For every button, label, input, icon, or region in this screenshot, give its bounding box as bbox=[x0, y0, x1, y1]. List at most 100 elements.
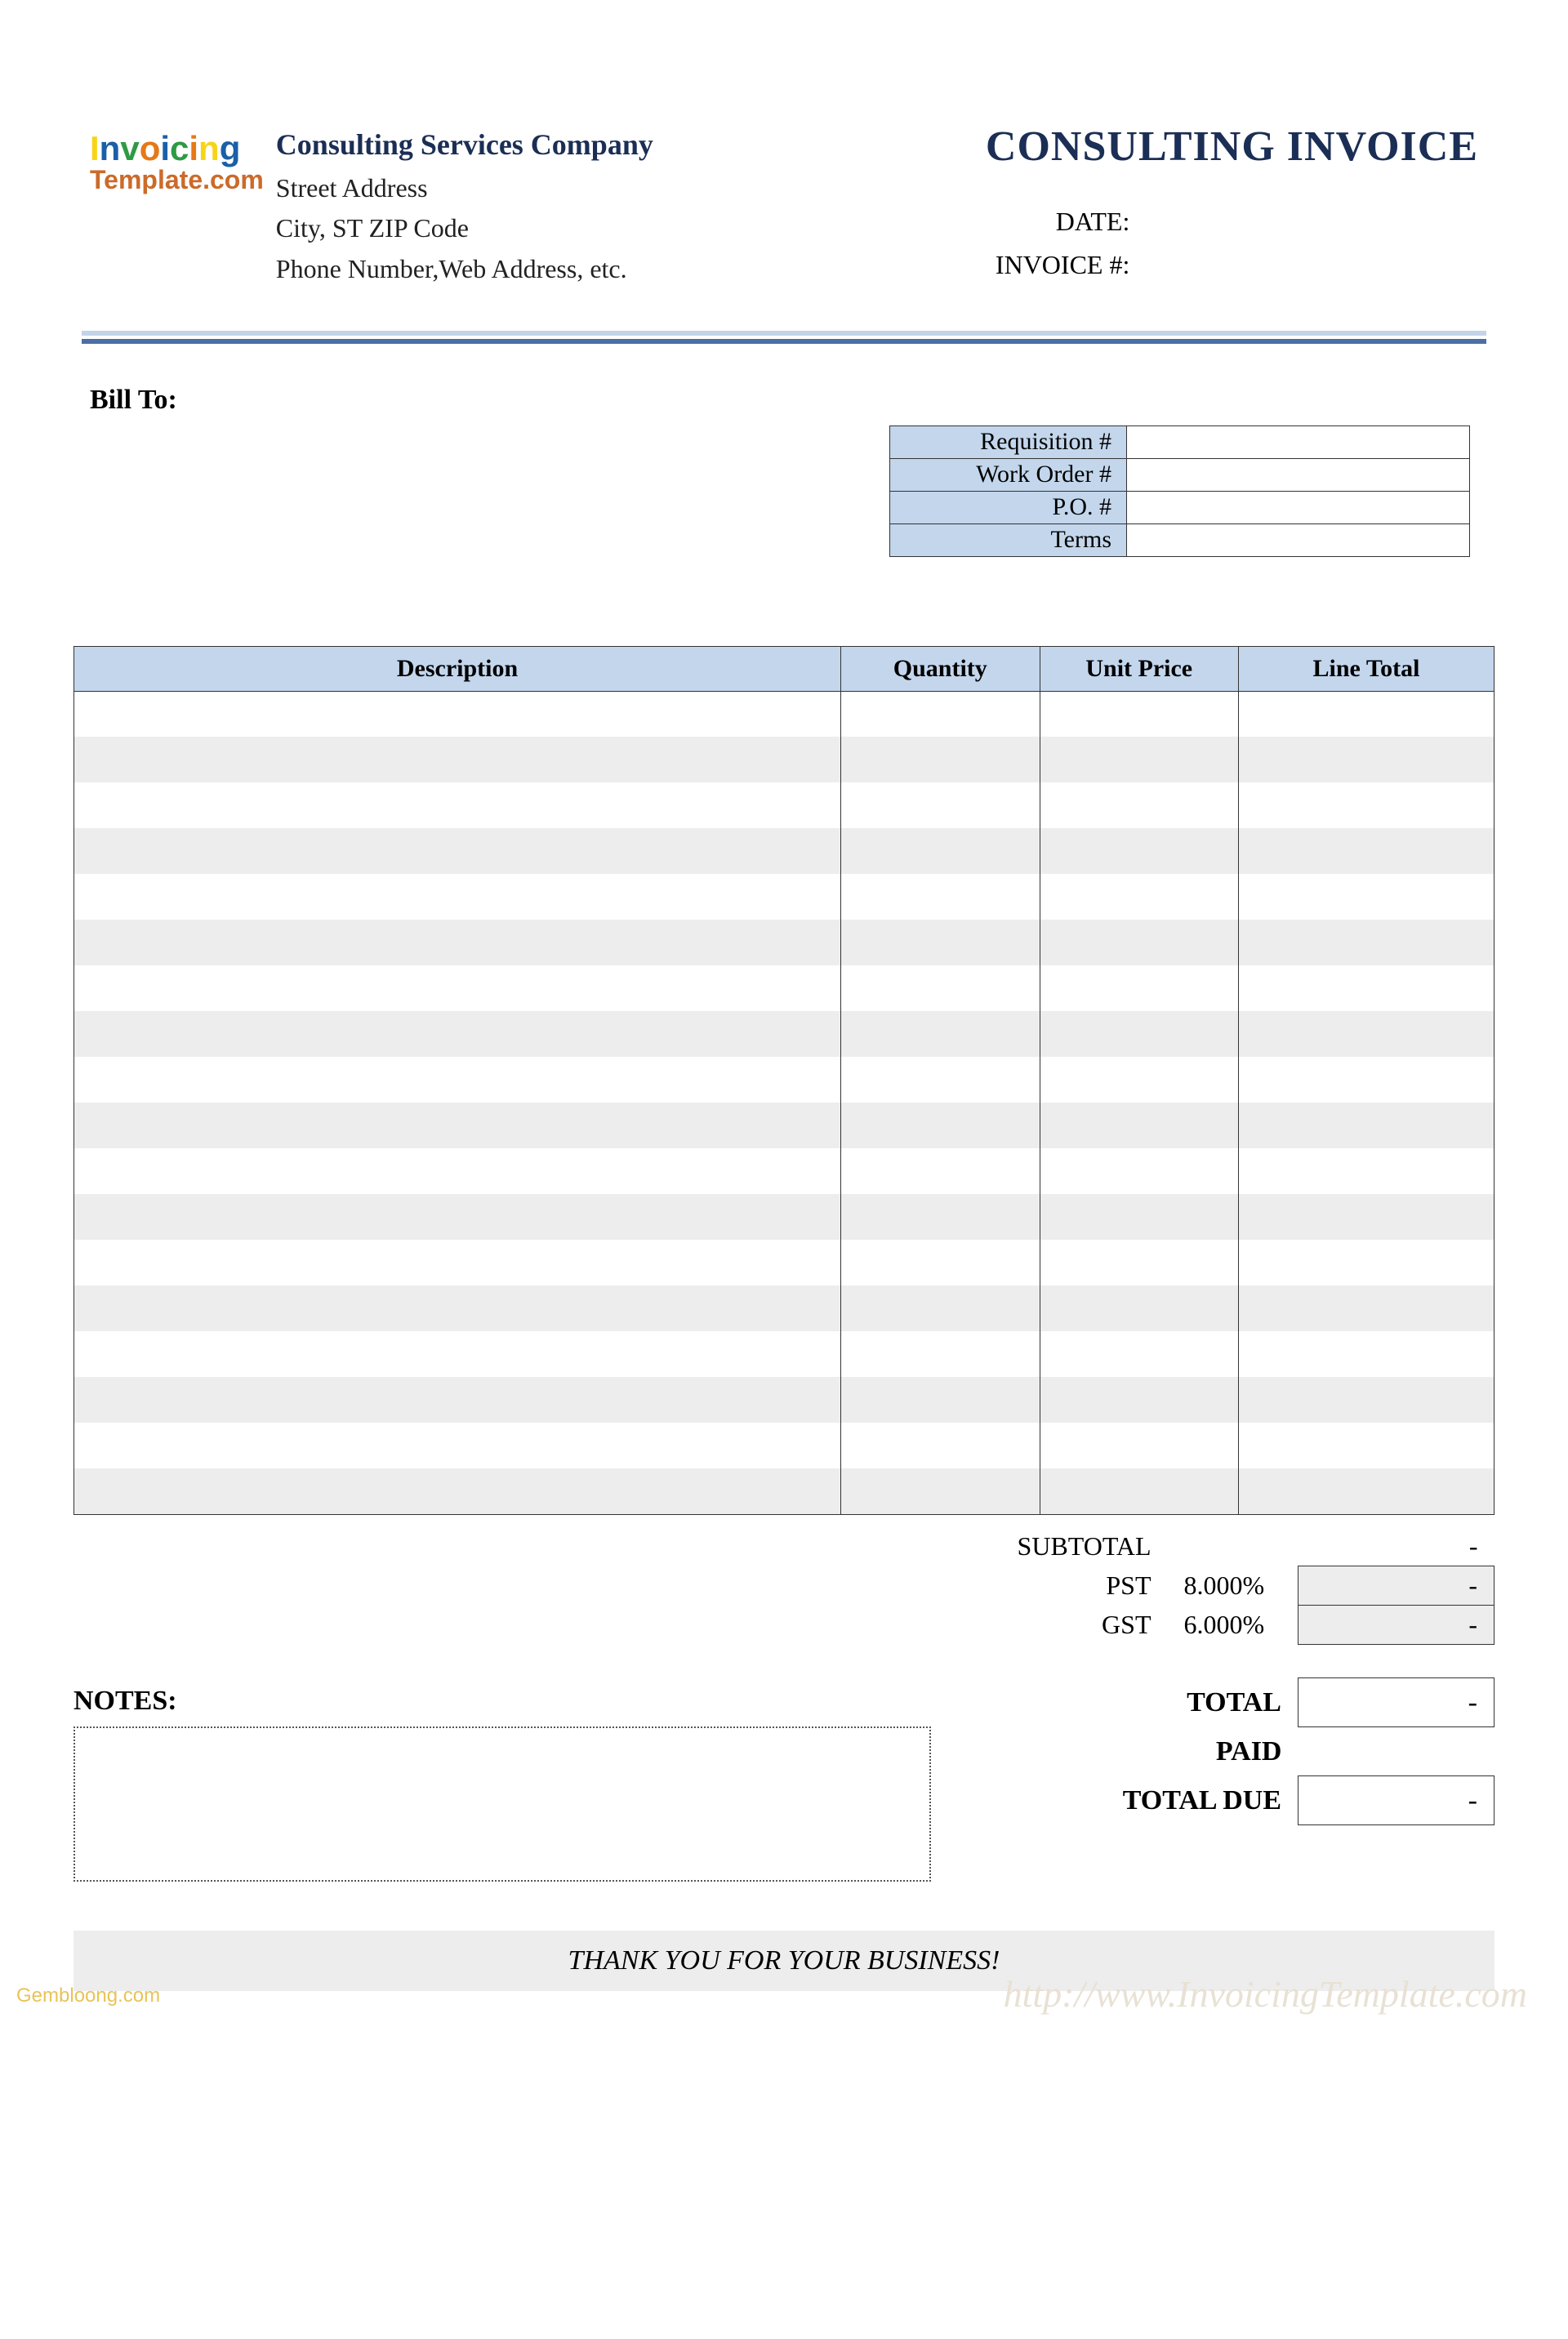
document-title: CONSULTING INVOICE bbox=[986, 123, 1478, 171]
line-item-cell[interactable] bbox=[1040, 1331, 1238, 1377]
line-item-cell[interactable] bbox=[74, 1240, 841, 1285]
line-item-cell[interactable] bbox=[841, 1240, 1040, 1285]
line-item-cell[interactable] bbox=[74, 1148, 841, 1194]
line-item-cell[interactable] bbox=[841, 782, 1040, 828]
line-item-cell[interactable] bbox=[74, 874, 841, 920]
line-item-cell[interactable] bbox=[1238, 1194, 1494, 1240]
line-item-cell[interactable] bbox=[74, 691, 841, 737]
logo-letter: n bbox=[198, 129, 220, 167]
line-item-cell[interactable] bbox=[841, 1148, 1040, 1194]
logo-letter: n bbox=[100, 129, 121, 167]
line-item-cell[interactable] bbox=[74, 1423, 841, 1468]
line-item-cell[interactable] bbox=[841, 965, 1040, 1011]
logo-letter: c bbox=[170, 129, 189, 167]
line-item-cell[interactable] bbox=[74, 1011, 841, 1057]
line-item-cell[interactable] bbox=[1040, 782, 1238, 828]
line-item-cell[interactable] bbox=[1238, 1331, 1494, 1377]
date-value bbox=[1139, 201, 1156, 243]
line-item-cell[interactable] bbox=[841, 1103, 1040, 1148]
line-item-row bbox=[74, 1377, 1494, 1423]
line-item-cell[interactable] bbox=[1238, 1103, 1494, 1148]
line-item-cell[interactable] bbox=[1238, 1240, 1494, 1285]
line-item-cell[interactable] bbox=[74, 1103, 841, 1148]
line-item-cell[interactable] bbox=[74, 1285, 841, 1331]
line-item-cell[interactable] bbox=[841, 1468, 1040, 1514]
line-item-cell[interactable] bbox=[1040, 737, 1238, 782]
line-item-cell[interactable] bbox=[841, 1285, 1040, 1331]
line-item-cell[interactable] bbox=[1040, 965, 1238, 1011]
line-item-cell[interactable] bbox=[74, 782, 841, 828]
reference-row: Work Order # bbox=[890, 458, 1470, 491]
line-item-cell[interactable] bbox=[1238, 691, 1494, 737]
line-item-cell[interactable] bbox=[74, 1377, 841, 1423]
line-item-cell[interactable] bbox=[1040, 1285, 1238, 1331]
line-item-cell[interactable] bbox=[1040, 1057, 1238, 1103]
line-item-cell[interactable] bbox=[1238, 874, 1494, 920]
reference-value[interactable] bbox=[1127, 523, 1470, 556]
reference-value[interactable] bbox=[1127, 491, 1470, 523]
company-contact: Phone Number,Web Address, etc. bbox=[276, 249, 653, 290]
line-item-cell[interactable] bbox=[841, 1377, 1040, 1423]
line-item-cell[interactable] bbox=[1238, 782, 1494, 828]
header-right: CONSULTING INVOICE DATE: INVOICE #: bbox=[986, 123, 1478, 290]
reference-table: Requisition #Work Order #P.O. #Terms bbox=[889, 425, 1470, 557]
line-item-cell[interactable] bbox=[74, 1194, 841, 1240]
line-item-cell[interactable] bbox=[1238, 1011, 1494, 1057]
line-item-cell[interactable] bbox=[841, 1194, 1040, 1240]
line-item-cell[interactable] bbox=[74, 1331, 841, 1377]
reference-value[interactable] bbox=[1127, 425, 1470, 458]
line-item-cell[interactable] bbox=[1238, 1468, 1494, 1514]
line-item-cell[interactable] bbox=[1238, 1057, 1494, 1103]
line-item-cell[interactable] bbox=[1040, 691, 1238, 737]
line-item-cell[interactable] bbox=[841, 828, 1040, 874]
line-item-cell[interactable] bbox=[1238, 1377, 1494, 1423]
line-item-row bbox=[74, 691, 1494, 737]
line-item-cell[interactable] bbox=[1040, 1240, 1238, 1285]
line-item-cell[interactable] bbox=[74, 737, 841, 782]
line-item-cell[interactable] bbox=[1040, 1468, 1238, 1514]
line-item-cell[interactable] bbox=[841, 920, 1040, 965]
line-item-cell[interactable] bbox=[74, 828, 841, 874]
line-item-cell[interactable] bbox=[74, 1468, 841, 1514]
pst-value: - bbox=[1298, 1566, 1494, 1606]
line-item-cell[interactable] bbox=[841, 737, 1040, 782]
line-item-cell[interactable] bbox=[1238, 1285, 1494, 1331]
line-item-cell[interactable] bbox=[841, 1057, 1040, 1103]
line-item-cell[interactable] bbox=[841, 1331, 1040, 1377]
line-item-cell[interactable] bbox=[1040, 1423, 1238, 1468]
line-item-cell[interactable] bbox=[74, 965, 841, 1011]
divider bbox=[82, 331, 1486, 344]
line-item-cell[interactable] bbox=[1040, 1103, 1238, 1148]
reference-label: Terms bbox=[890, 523, 1127, 556]
line-item-cell[interactable] bbox=[841, 1423, 1040, 1468]
notes-label: NOTES: bbox=[74, 1686, 1004, 1717]
logo-letter: o bbox=[140, 129, 161, 167]
line-item-cell[interactable] bbox=[1238, 828, 1494, 874]
logo-letter: g bbox=[220, 129, 241, 167]
line-item-cell[interactable] bbox=[1238, 920, 1494, 965]
line-item-cell[interactable] bbox=[74, 920, 841, 965]
line-item-cell[interactable] bbox=[1040, 1148, 1238, 1194]
line-item-cell[interactable] bbox=[841, 874, 1040, 920]
line-item-cell[interactable] bbox=[1238, 1423, 1494, 1468]
due-value: - bbox=[1298, 1776, 1494, 1825]
line-item-cell[interactable] bbox=[1040, 1194, 1238, 1240]
line-item-cell[interactable] bbox=[841, 1011, 1040, 1057]
line-item-cell[interactable] bbox=[1040, 920, 1238, 965]
line-item-cell[interactable] bbox=[74, 1057, 841, 1103]
line-item-cell[interactable] bbox=[1040, 874, 1238, 920]
notes-area[interactable] bbox=[74, 1726, 931, 1882]
line-item-cell[interactable] bbox=[1040, 828, 1238, 874]
reference-row: Terms bbox=[890, 523, 1470, 556]
line-item-cell[interactable] bbox=[1238, 1148, 1494, 1194]
line-item-cell[interactable] bbox=[1238, 737, 1494, 782]
line-item-row bbox=[74, 874, 1494, 920]
pst-label: PST bbox=[1001, 1566, 1168, 1606]
line-item-cell[interactable] bbox=[1238, 965, 1494, 1011]
line-item-cell[interactable] bbox=[841, 691, 1040, 737]
line-items-table: Description Quantity Unit Price Line Tot… bbox=[74, 646, 1494, 1515]
line-item-cell[interactable] bbox=[1040, 1377, 1238, 1423]
reference-value[interactable] bbox=[1127, 458, 1470, 491]
reference-label: Requisition # bbox=[890, 425, 1127, 458]
line-item-cell[interactable] bbox=[1040, 1011, 1238, 1057]
